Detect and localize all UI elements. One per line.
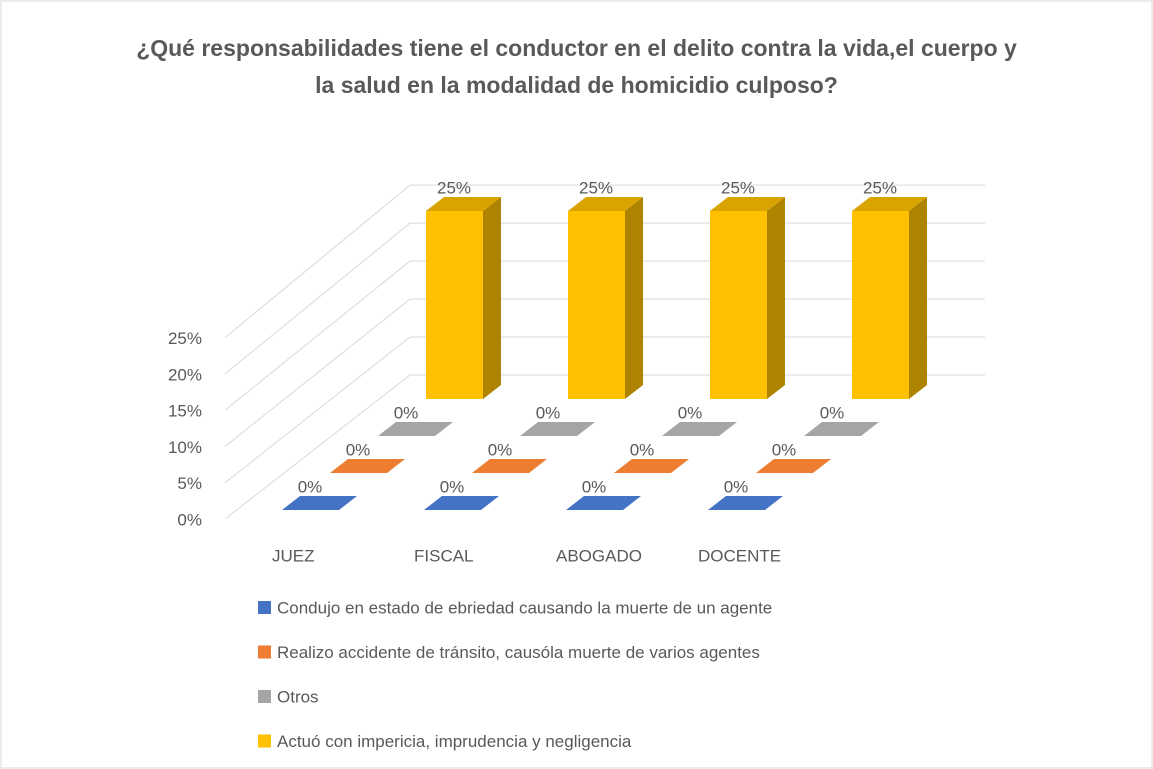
grid-line bbox=[224, 260, 411, 411]
x-tick-label: FISCAL bbox=[414, 546, 474, 565]
legend-label: Condujo en estado de ebriedad causando l… bbox=[277, 598, 772, 617]
grid-line bbox=[224, 298, 411, 447]
data-label: 25% bbox=[579, 178, 613, 197]
data-label: 0% bbox=[298, 477, 323, 496]
y-tick-label: 25% bbox=[168, 329, 202, 348]
data-label: 25% bbox=[437, 178, 471, 197]
legend-label: Actuó con impericia, imprudencia y negli… bbox=[277, 732, 632, 751]
bar bbox=[426, 197, 501, 399]
bar-front bbox=[852, 211, 909, 399]
bar-front bbox=[710, 211, 767, 399]
data-label: 0% bbox=[394, 403, 419, 422]
bar-side bbox=[767, 197, 785, 399]
y-tick-label: 15% bbox=[168, 402, 202, 421]
y-tick-label: 20% bbox=[168, 365, 202, 384]
grid-line bbox=[224, 336, 411, 484]
data-label: 25% bbox=[863, 178, 897, 197]
data-label: 0% bbox=[724, 477, 749, 496]
bar-top bbox=[424, 496, 499, 510]
bar-top bbox=[756, 459, 831, 473]
legend-label: Realizo accidente de tránsito, causóla m… bbox=[277, 643, 760, 662]
grid-line bbox=[224, 184, 411, 338]
bar-side bbox=[625, 197, 643, 399]
bar-top bbox=[662, 422, 737, 436]
x-tick-label: JUEZ bbox=[272, 546, 315, 565]
y-tick-label: 0% bbox=[177, 510, 202, 529]
bar-side bbox=[909, 197, 927, 399]
legend-swatch bbox=[258, 601, 271, 614]
y-tick-label: 5% bbox=[177, 474, 202, 493]
bar-side bbox=[483, 197, 501, 399]
legend-label: Otros bbox=[277, 687, 319, 706]
bar bbox=[472, 459, 547, 473]
bar-top bbox=[426, 197, 501, 211]
x-tick-label: ABOGADO bbox=[556, 546, 642, 565]
bar bbox=[282, 496, 357, 510]
bar bbox=[708, 496, 783, 510]
data-label: 0% bbox=[582, 477, 607, 496]
chart-title: ¿Qué responsabilidades tiene el conducto… bbox=[136, 35, 1017, 98]
data-label: 0% bbox=[536, 403, 561, 422]
bar-top bbox=[614, 459, 689, 473]
bar-top bbox=[568, 197, 643, 211]
data-label: 0% bbox=[772, 440, 797, 459]
y-tick-label: 10% bbox=[168, 438, 202, 457]
legend-swatch bbox=[258, 690, 271, 703]
data-label: 0% bbox=[346, 440, 371, 459]
bar bbox=[710, 197, 785, 399]
bar-top bbox=[472, 459, 547, 473]
bar bbox=[330, 459, 405, 473]
data-label: 25% bbox=[721, 178, 755, 197]
bar-top bbox=[330, 459, 405, 473]
bar bbox=[520, 422, 595, 436]
bar-top bbox=[710, 197, 785, 211]
bar-top bbox=[282, 496, 357, 510]
bar-top bbox=[566, 496, 641, 510]
bar bbox=[756, 459, 831, 473]
bar bbox=[568, 197, 643, 399]
bar bbox=[804, 422, 879, 436]
legend-swatch bbox=[258, 734, 271, 748]
bar-top bbox=[520, 422, 595, 436]
data-label: 0% bbox=[630, 440, 655, 459]
data-label: 0% bbox=[678, 403, 703, 422]
bar bbox=[614, 459, 689, 473]
bar bbox=[662, 422, 737, 436]
grid-line bbox=[224, 222, 411, 375]
bar-top bbox=[804, 422, 879, 436]
bar bbox=[852, 197, 927, 399]
data-label: 0% bbox=[820, 403, 845, 422]
data-label: 0% bbox=[488, 440, 513, 459]
bar bbox=[566, 496, 641, 510]
bar bbox=[424, 496, 499, 510]
bar-front bbox=[426, 211, 483, 399]
legend-swatch bbox=[258, 645, 271, 659]
bar-top bbox=[852, 197, 927, 211]
bar-top bbox=[708, 496, 783, 510]
bar-top bbox=[378, 422, 453, 436]
bar bbox=[378, 422, 453, 436]
data-label: 0% bbox=[440, 477, 465, 496]
x-tick-label: DOCENTE bbox=[698, 546, 781, 565]
bar-front bbox=[568, 211, 625, 399]
grid-line bbox=[224, 374, 411, 520]
